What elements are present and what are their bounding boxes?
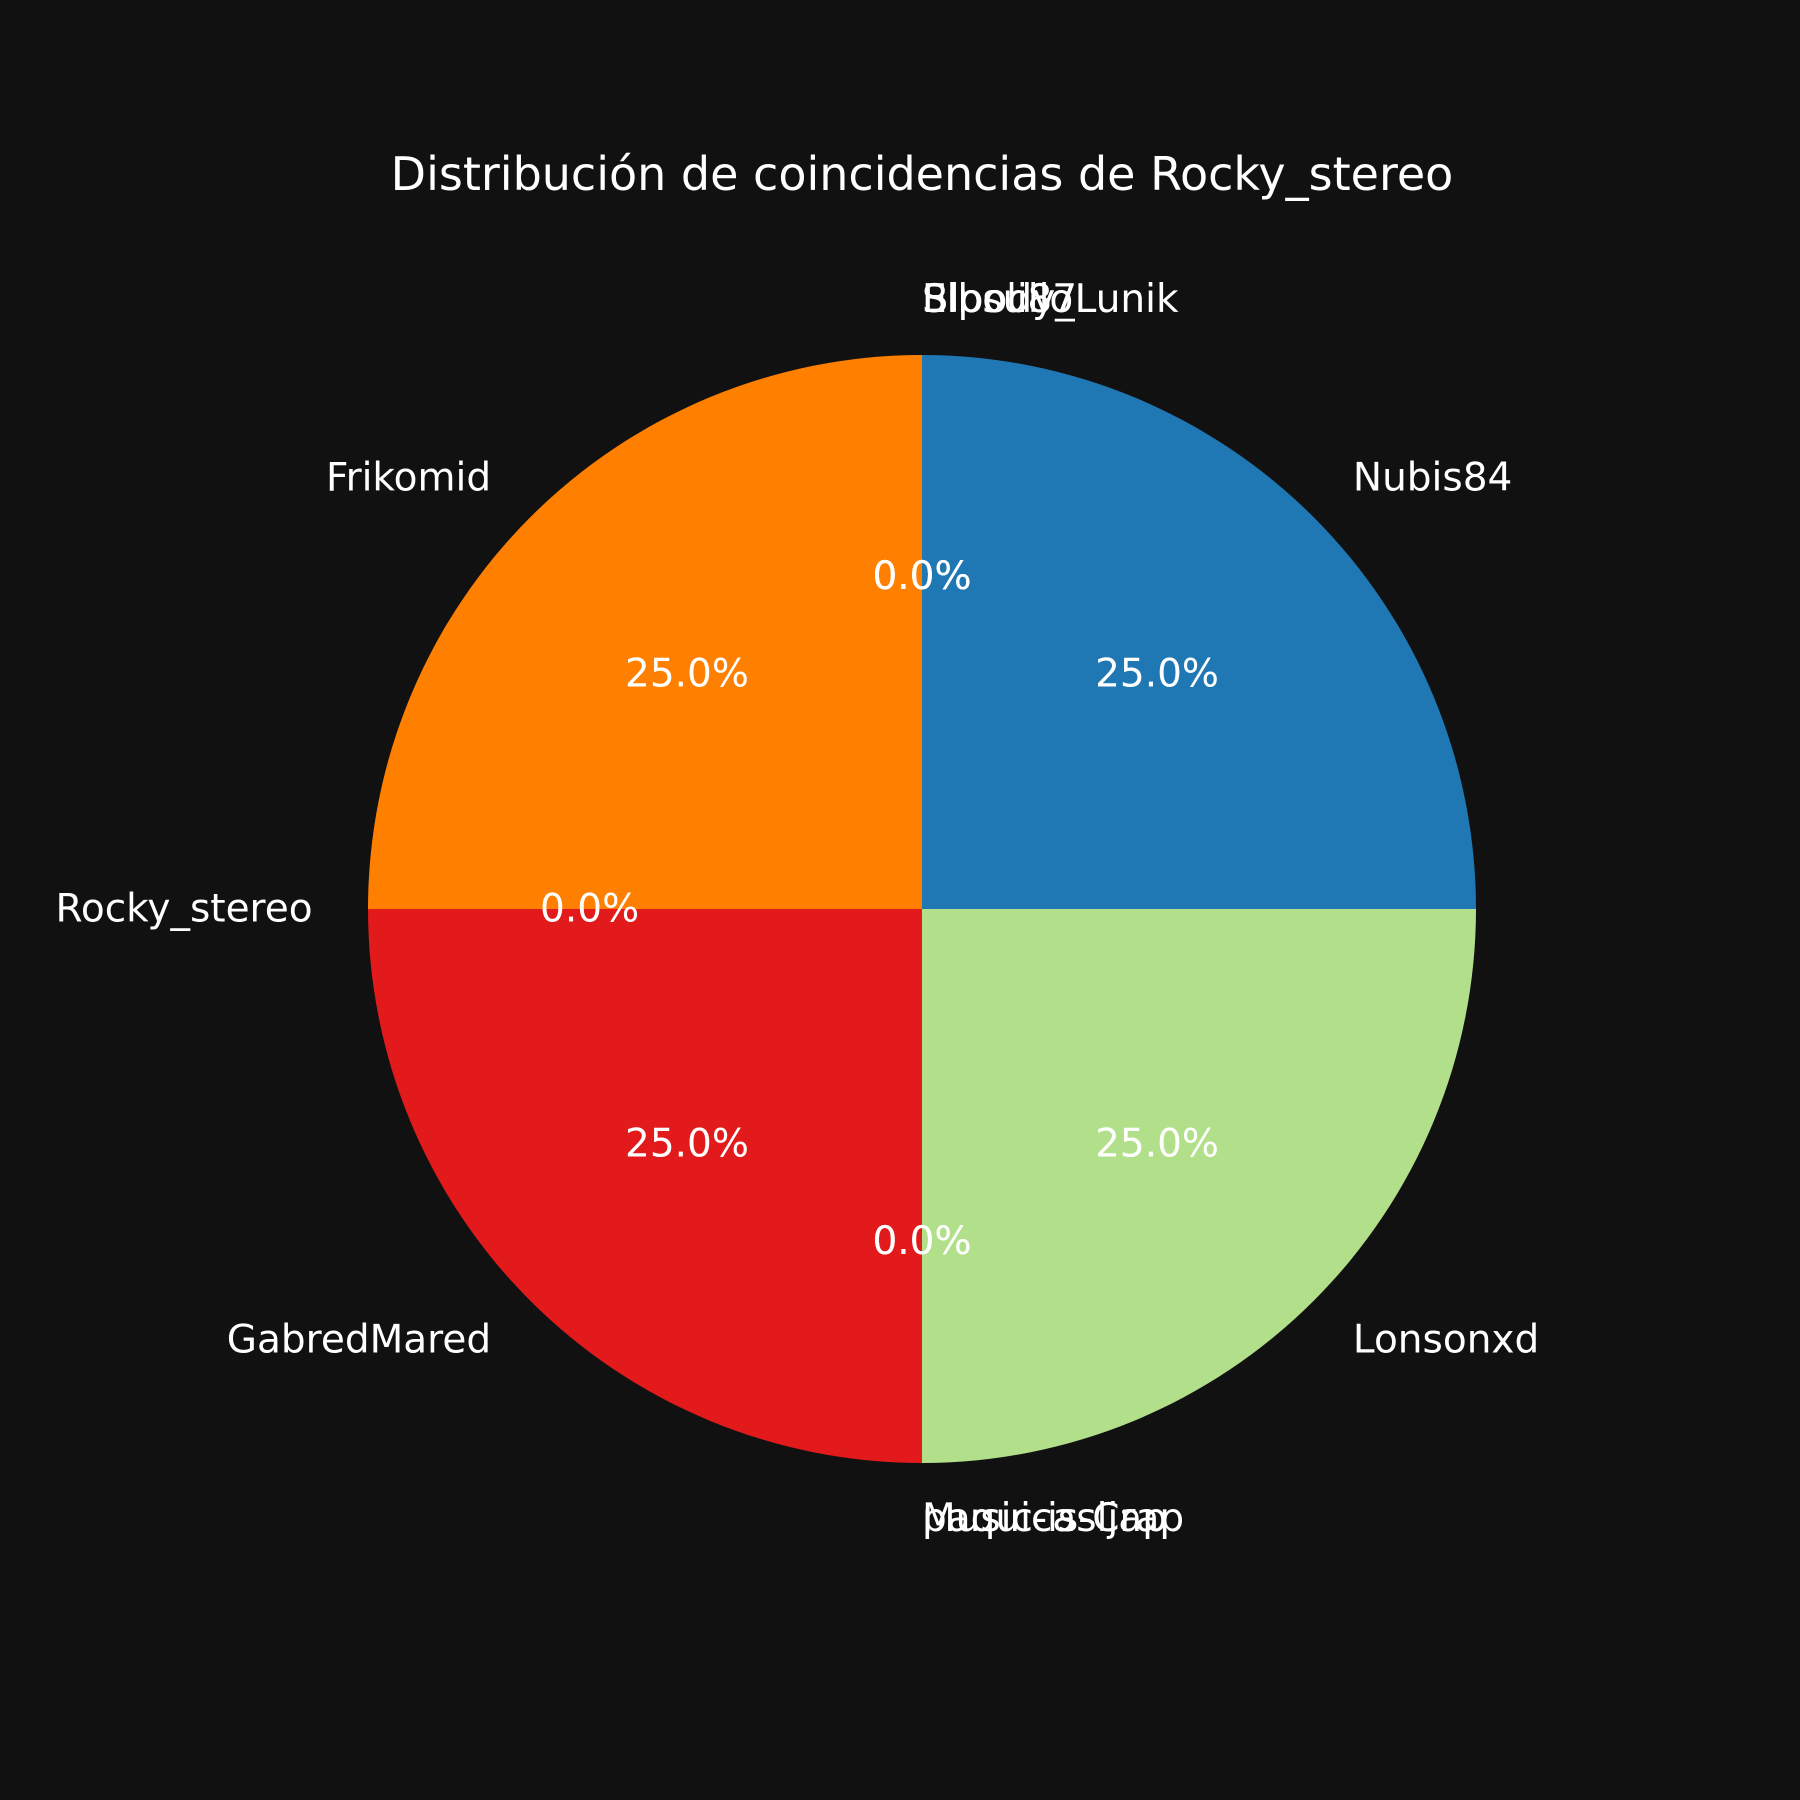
slice-label-rocky-stereo: Rocky_stereo <box>56 887 313 932</box>
percent-label-gabredmared: 25.0% <box>625 1122 749 1167</box>
percent-label-lonsonxd: 25.0% <box>1095 1122 1219 1167</box>
percent-label-bloody-lunik: 0.0% <box>872 554 971 599</box>
slice-label-nubis84: Nubis84 <box>1353 456 1512 501</box>
percent-label-sipsu87: 0.0% <box>872 554 971 599</box>
slice-label-elbolillo: Elbolillo <box>922 277 1073 322</box>
percent-label-rocky-stereo: 0.0% <box>540 887 639 932</box>
pie-slice-frikomid <box>368 355 922 909</box>
slice-label-bloody-lunik: Bloody_Lunik <box>922 277 1179 322</box>
slice-label-sipsu87: Sipsu87 <box>922 277 1077 322</box>
pie-slice-gabredmared <box>368 909 922 1463</box>
slice-label-frikomid: Frikomid <box>326 456 491 501</box>
percent-label-elbolillo: 0.0% <box>872 554 971 599</box>
percent-label-paquicasljap: 0.0% <box>872 1219 971 1264</box>
percent-labels: 25.0%0.0%0.0%0.0%25.0%0.0%25.0%0.0%0.0%2… <box>540 554 1219 1264</box>
slice-label-music-is-crap: Music-is-Crap <box>922 1496 1184 1541</box>
pie-slices <box>368 355 1476 1463</box>
pie-slice-lonsonxd <box>922 909 1476 1463</box>
chart-title: Distribución de coincidencias de Rocky_s… <box>391 147 1454 201</box>
slice-label-lonsonxd: Lonsonxd <box>1353 1317 1539 1362</box>
pie-slice-nubis84 <box>922 355 1476 909</box>
slice-label-paquicasljap: paquicasljap <box>922 1496 1167 1541</box>
percent-label-nubis84: 25.0% <box>1095 651 1219 696</box>
percent-label-music-is-crap: 0.0% <box>872 1219 971 1264</box>
slice-label-gabredmared: GabredMared <box>227 1317 491 1362</box>
percent-label-frikomid: 25.0% <box>625 651 749 696</box>
